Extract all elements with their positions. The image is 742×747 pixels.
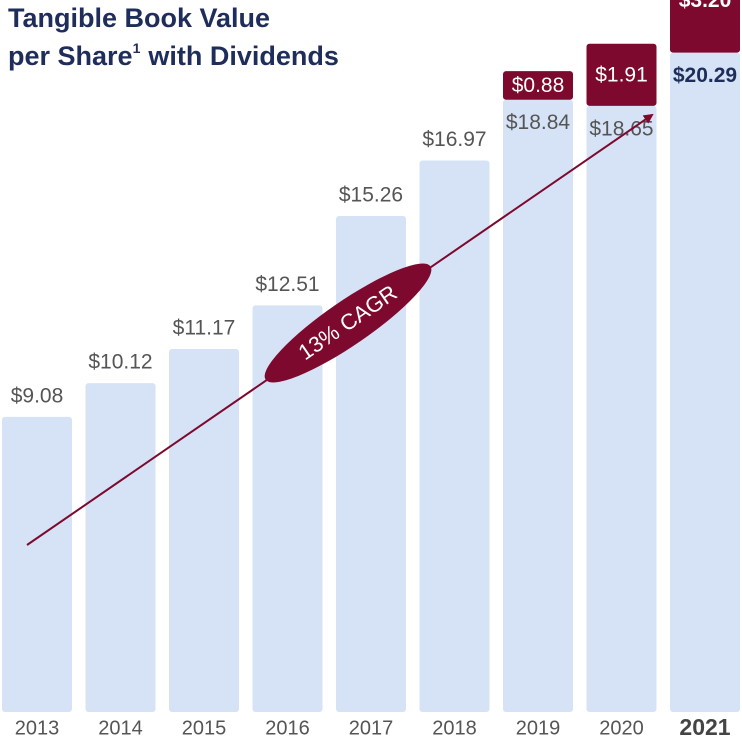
value-label: $9.08 [11,384,64,407]
value-label: $11.17 [173,317,236,340]
x-tick-label: 2017 [349,717,394,739]
value-label: $20.29 [673,64,737,87]
bar [503,99,573,712]
x-tick-label: 2016 [265,717,310,739]
footnote-marker: 1 [133,40,141,56]
value-label: $10.12 [88,351,152,374]
value-label: $18.65 [589,117,653,140]
value-label: $15.26 [339,184,403,207]
dividend-bar [670,0,740,53]
chart-title: per Share1 with Dividends [8,40,339,71]
x-tick-label: 2020 [599,717,644,739]
bar [419,160,490,713]
bar [2,416,72,712]
chart-title: Tangible Book Value [8,3,270,33]
x-tick-label: 2013 [15,717,60,739]
dividend-label: $0.88 [512,74,565,97]
x-tick-label: 2019 [516,717,561,739]
title-part: with Dividends [147,41,339,71]
value-label: $18.84 [506,111,571,134]
dividend-label: $1.91 [595,63,648,86]
bar [252,305,323,712]
dividend-bar [503,71,573,100]
dividend-label: $3.20 [679,0,732,12]
cagr-ellipse [264,263,432,383]
title-part: per Share [8,41,133,71]
x-tick-label: 2014 [98,717,143,739]
bar [169,348,239,712]
value-label: $16.97 [422,128,486,151]
value-label: $12.51 [255,273,319,296]
x-tick-label: 2015 [182,717,227,739]
bar [670,52,740,712]
x-tick-label: 2018 [432,717,477,739]
dividend-bar [586,43,657,106]
bar [85,383,156,712]
x-tick-label: 2021 [679,714,730,740]
bar [586,105,657,712]
